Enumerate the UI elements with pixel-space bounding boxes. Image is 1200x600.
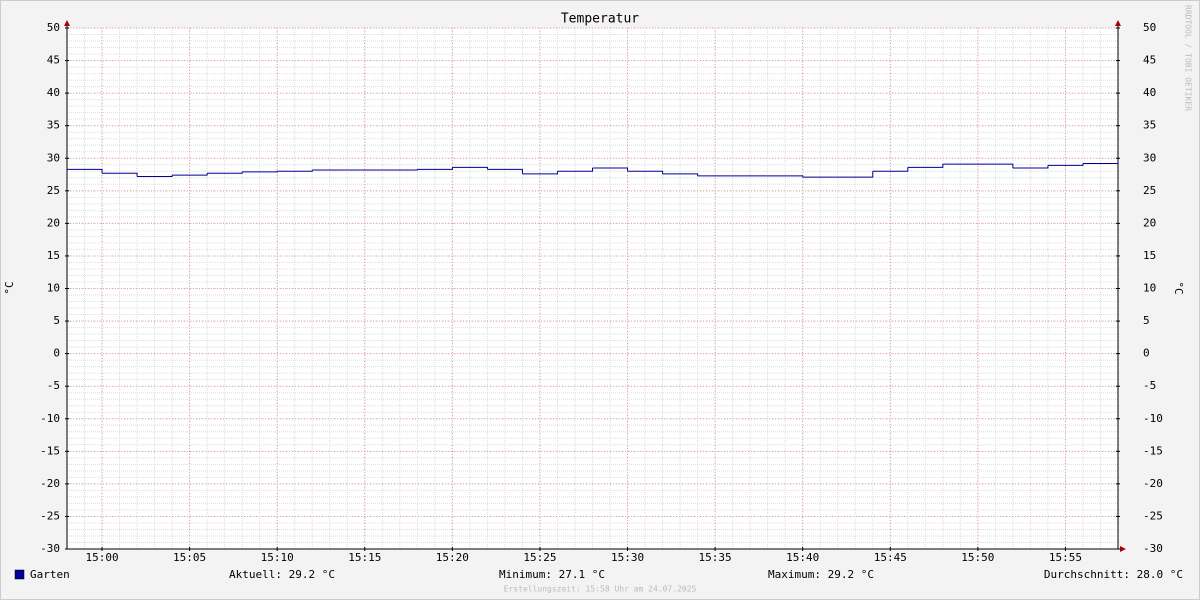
y-tick-label: -30	[40, 542, 60, 555]
line-step	[592, 167, 629, 172]
y-tick-label: 50	[47, 21, 60, 34]
x-tick-label: 15:35	[699, 551, 732, 564]
line-step	[837, 171, 874, 178]
watermark: RRDTOOL / TOBI OETIKER	[1184, 5, 1193, 111]
x-tick-label: 15:40	[786, 551, 819, 564]
x-tick-label: 15:00	[85, 551, 118, 564]
line-step	[907, 164, 944, 168]
y-tick-label: 35	[47, 119, 60, 132]
x-tick-label: 15:30	[611, 551, 644, 564]
line-step	[172, 173, 208, 176]
footer: Erstellungszeit: 15:58 Uhr am 24.07.2025	[504, 585, 697, 594]
line-step	[67, 168, 103, 174]
line-step	[627, 170, 664, 174]
y-axis-label: °C	[3, 281, 16, 294]
line-step	[487, 168, 523, 174]
y-tick-label: -15	[40, 444, 60, 457]
x-tick-label: 15:05	[173, 551, 206, 564]
y2-tick-label: 40	[1143, 86, 1156, 99]
line-step	[1012, 165, 1049, 169]
y2-tick-label: -30	[1143, 542, 1163, 555]
y-tick-label: 20	[47, 216, 60, 229]
y2-axis-label: °C	[1172, 281, 1185, 294]
line-step	[382, 169, 418, 171]
y2-tick-label: 35	[1143, 119, 1156, 132]
x-tick-label: 15:25	[523, 551, 556, 564]
y-tick-label: 15	[47, 249, 60, 262]
y-tick-label: 25	[47, 184, 60, 197]
grid	[66, 27, 1119, 550]
y2-tick-label: 5	[1143, 314, 1150, 327]
line-step	[522, 171, 558, 175]
x-tick-label: 15:20	[436, 551, 469, 564]
y-tick-label: -5	[47, 379, 60, 392]
axis-arrow	[1115, 20, 1121, 26]
y-tick-label: 5	[53, 314, 60, 327]
y2-tick-label: -25	[1143, 509, 1163, 522]
line-step	[662, 173, 699, 176]
y2-tick-label: 50	[1143, 21, 1156, 34]
y-tick-label: 0	[53, 347, 60, 360]
x-tick-label: 15:10	[261, 551, 294, 564]
y-tick-label: -10	[40, 412, 60, 425]
line-step	[872, 167, 909, 172]
line-step	[557, 168, 593, 172]
line-step	[277, 169, 313, 172]
line-step	[102, 172, 138, 177]
y2-tick-label: -15	[1143, 444, 1163, 457]
y2-tick-label: 0	[1143, 347, 1150, 360]
axis-arrow	[64, 20, 70, 26]
x-tick-label: 15:15	[348, 551, 381, 564]
y-tick-label: 30	[47, 151, 60, 164]
y2-tick-label: 25	[1143, 184, 1156, 197]
y2-tick-label: 10	[1143, 282, 1156, 295]
y2-tick-label: 20	[1143, 216, 1156, 229]
x-tick-label: 15:55	[1049, 551, 1082, 564]
y2-tick-label: 45	[1143, 54, 1156, 67]
y2-tick-label: 30	[1143, 151, 1156, 164]
y-tick-label: -25	[40, 509, 60, 522]
stat: Minimum: 27.1 °C	[499, 568, 605, 581]
stat: Durchschnitt: 28.0 °C	[1044, 568, 1183, 581]
legend-swatch	[14, 569, 25, 580]
line-step	[977, 163, 1014, 169]
y2-tick-label: -10	[1143, 412, 1163, 425]
line-step	[1047, 163, 1084, 166]
stat: Aktuell: 29.2 °C	[229, 568, 335, 581]
y2-tick-label: -5	[1143, 379, 1156, 392]
line-step	[452, 166, 488, 170]
line-step	[417, 167, 453, 170]
y-tick-label: 10	[47, 282, 60, 295]
chart-title: Temperatur	[561, 12, 639, 27]
stat: Maximum: 29.2 °C	[768, 568, 874, 581]
y-tick-label: 40	[47, 86, 60, 99]
axis-arrow	[1120, 546, 1126, 552]
x-tick-label: 15:45	[874, 551, 907, 564]
x-tick-label: 15:50	[961, 551, 994, 564]
y-tick-label: -20	[40, 477, 60, 490]
y2-tick-label: 15	[1143, 249, 1156, 262]
legend-label: Garten	[30, 568, 70, 581]
y2-tick-label: -20	[1143, 477, 1163, 490]
y-tick-label: 45	[47, 54, 60, 67]
